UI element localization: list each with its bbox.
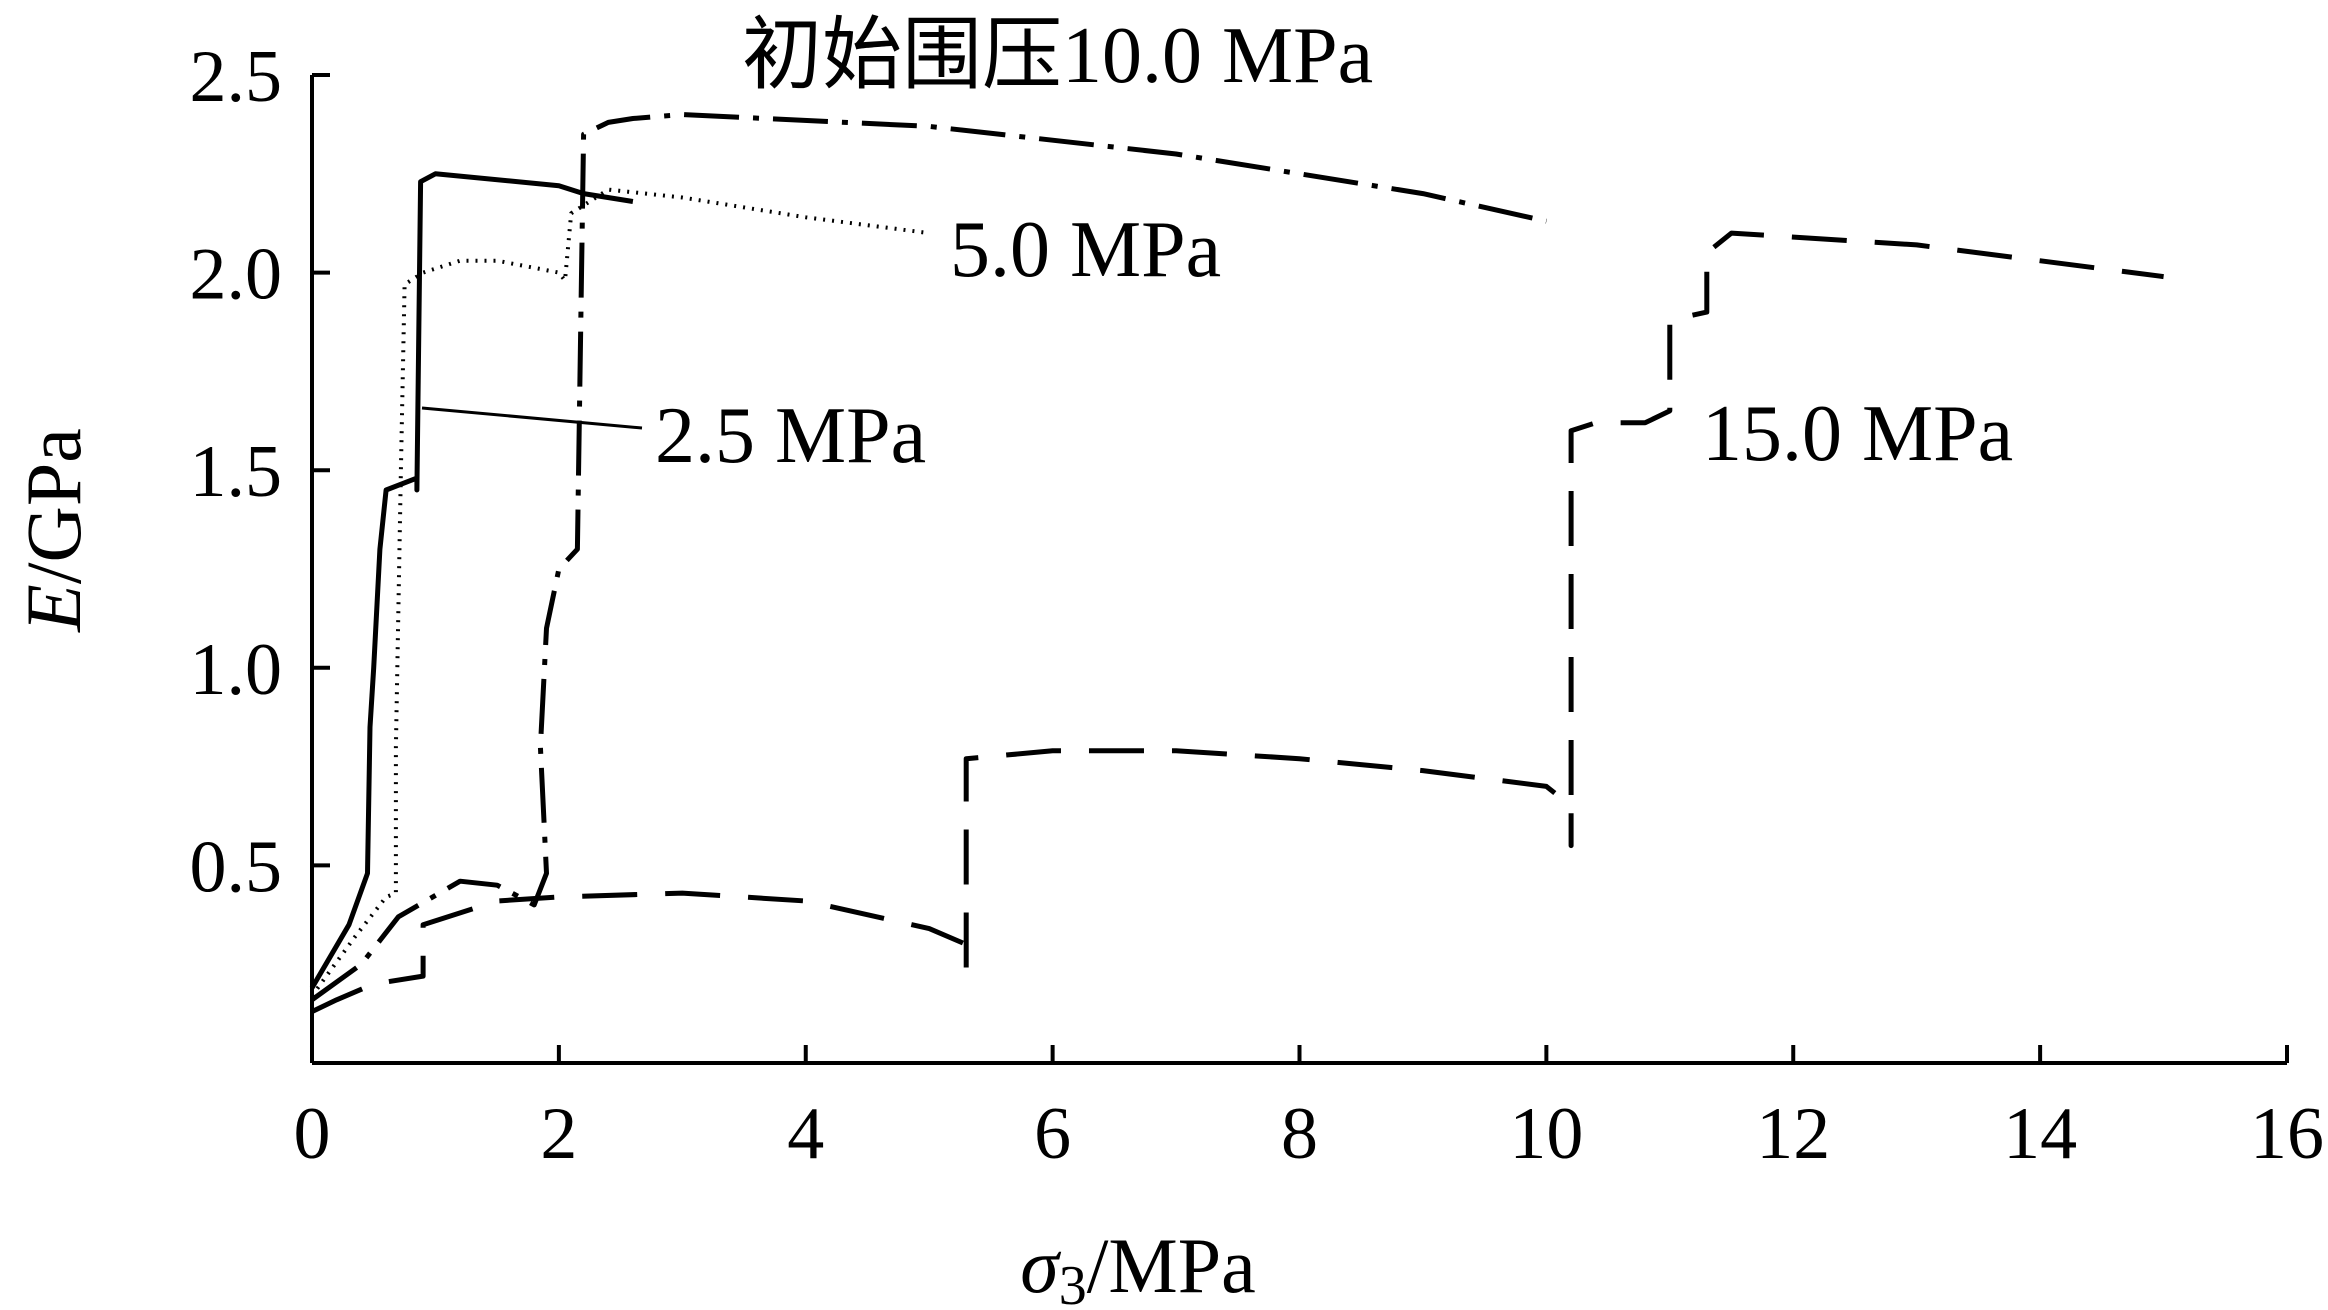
curve-label-15-0: 15.0 MPa	[1702, 390, 2013, 478]
curve-label-5-0: 5.0 MPa	[950, 206, 1221, 294]
x-axis-label: σ3/MPa	[1020, 1222, 1256, 1310]
y-tick-label: 2.5	[190, 36, 283, 118]
x-tick-label: 14	[2003, 1093, 2077, 1175]
x-tick-label: 16	[2250, 1093, 2324, 1175]
x-tick-label: 10	[1509, 1093, 1583, 1175]
y-tick-label: 1.5	[190, 431, 283, 513]
label-2-5-leader	[421, 406, 643, 430]
y-tick-label: 2.0	[190, 234, 283, 316]
y-axis-symbol: E	[10, 584, 97, 633]
y-tick-label: 1.0	[190, 629, 283, 711]
curve-label-10-0: 初始围压10.0 MPa	[742, 12, 1373, 100]
series-line-1	[309, 171, 634, 990]
x-tick-label: 6	[1034, 1093, 1071, 1175]
x-tick-label: 2	[540, 1093, 577, 1175]
x-axis-symbol: σ	[1020, 1222, 1061, 1309]
series-group	[309, 112, 2164, 1014]
y-ticks: 0.5 1.0 1.5 2.0 2.5	[190, 36, 330, 908]
x-axis-unit: /MPa	[1087, 1222, 1256, 1309]
x-axis-subscript: 3	[1059, 1255, 1087, 1310]
x-ticks: 0 2 4 6 8 10 12 14 16	[294, 1045, 2324, 1175]
y-tick-label: 0.5	[190, 826, 283, 908]
y-axis-unit: /GPa	[10, 428, 97, 584]
curve-label-2-5: 2.5 MPa	[655, 392, 926, 480]
x-tick-label: 4	[787, 1093, 824, 1175]
series-line-2	[310, 187, 930, 997]
x-tick-label: 0	[294, 1093, 331, 1175]
x-tick-label: 8	[1281, 1093, 1318, 1175]
series-line-4	[310, 230, 2164, 1014]
plot-area: 0 2 4 6 8 10 12 14 16 0.5 1.0 1.5 2.0 2.5	[190, 36, 2325, 1175]
x-tick-label: 12	[1756, 1093, 1830, 1175]
y-axis-label: E/GPa	[10, 428, 97, 633]
series-line-3	[310, 112, 1547, 1002]
